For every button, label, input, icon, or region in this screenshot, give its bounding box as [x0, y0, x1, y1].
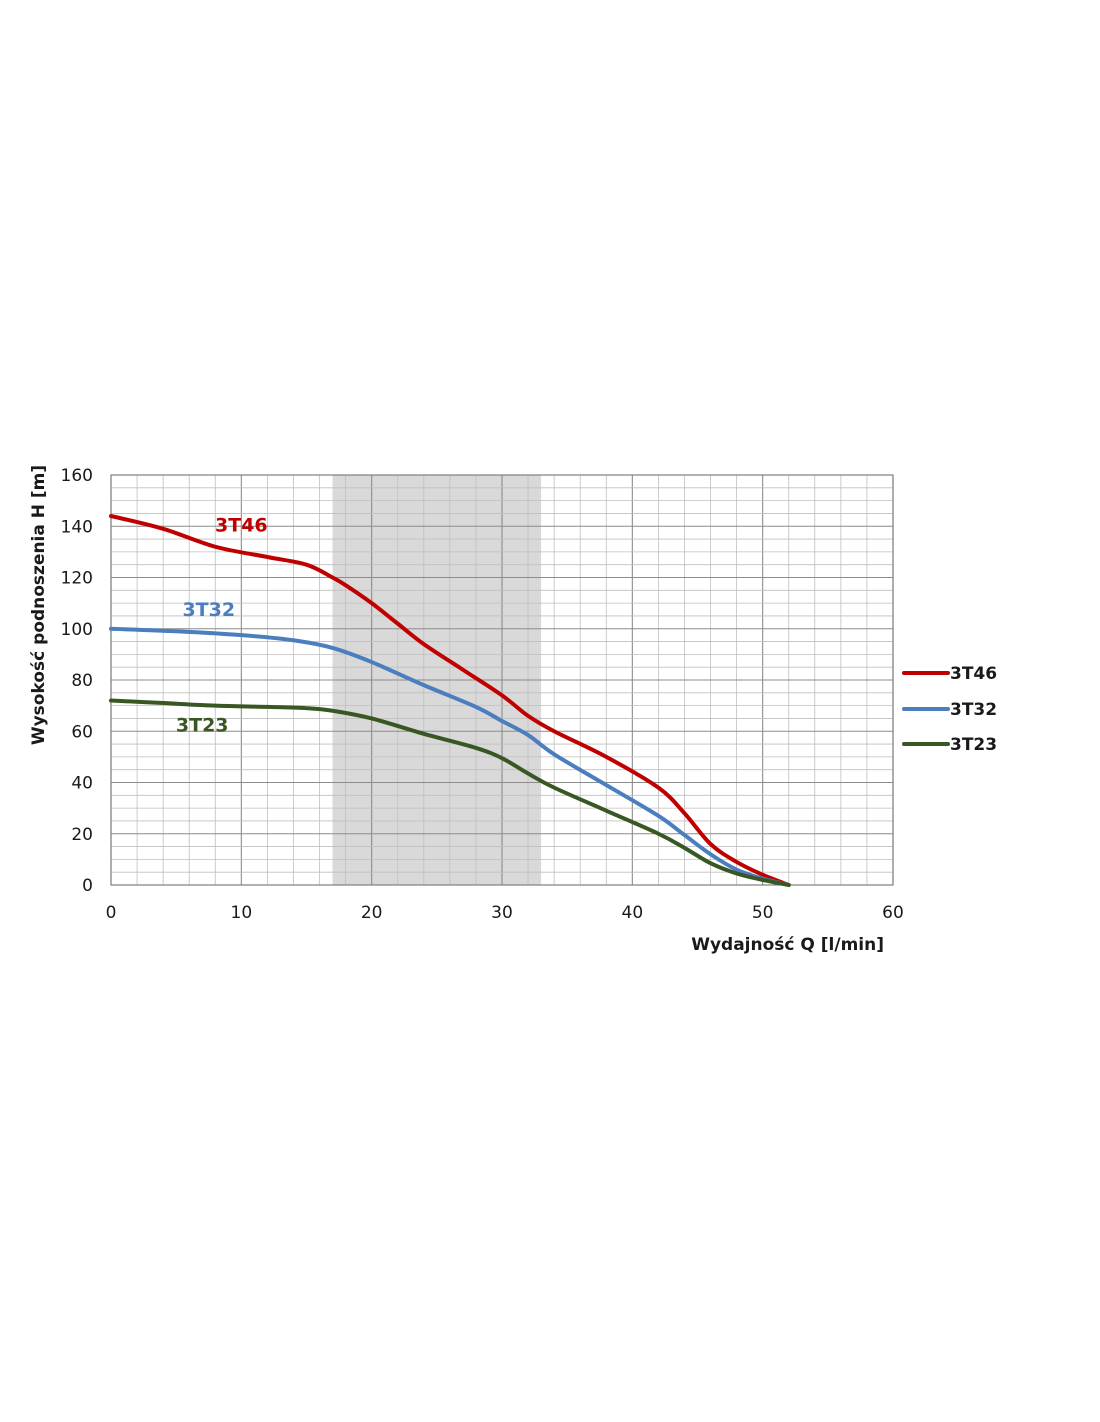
series-label-3t23: 3T23 — [176, 714, 229, 736]
series-line-3t32 — [109, 626, 791, 887]
series-line-3t23 — [109, 698, 791, 887]
y-tick-label: 40 — [71, 774, 93, 794]
x-tick-label: 40 — [622, 903, 644, 923]
y-tick-label: 80 — [71, 671, 93, 691]
series-labels: 3T46 3T32 3T23 — [176, 514, 268, 736]
x-tick-label: 60 — [882, 903, 904, 923]
series-layer — [109, 514, 791, 887]
y-tick-label: 20 — [71, 825, 93, 845]
legend-label-3t46: 3T46 — [950, 664, 997, 684]
plot-border — [110, 474, 894, 886]
y-tick-label: 0 — [82, 876, 93, 896]
y-tick-label: 60 — [71, 722, 93, 742]
x-tick-label: 0 — [106, 903, 117, 923]
series-label-3t32: 3T32 — [182, 599, 235, 621]
series-line-3t46 — [109, 514, 791, 887]
x-tick-label: 10 — [231, 903, 253, 923]
x-tick-label: 50 — [752, 903, 774, 923]
y-axis-ticks: 0 20 40 60 80 100 120 140 160 — [61, 466, 93, 896]
y-tick-label: 140 — [61, 517, 93, 537]
x-axis-title: Wydajność Q [l/min] — [691, 935, 884, 955]
legend-label-3t32: 3T32 — [950, 700, 997, 720]
y-tick-label: 120 — [61, 569, 93, 589]
x-tick-label: 30 — [491, 903, 513, 923]
x-tick-label: 20 — [361, 903, 383, 923]
y-tick-label: 160 — [61, 466, 93, 486]
y-axis-title: Wysokość podnoszenia H [m] — [29, 465, 49, 745]
x-axis-ticks: 0 10 20 30 40 50 60 — [106, 903, 904, 923]
series-label-3t46: 3T46 — [215, 514, 268, 536]
grid-layer — [110, 474, 894, 886]
legend-label-3t23: 3T23 — [950, 735, 997, 755]
legend: 3T46 3T32 3T23 — [902, 664, 997, 755]
y-tick-label: 100 — [61, 620, 93, 640]
